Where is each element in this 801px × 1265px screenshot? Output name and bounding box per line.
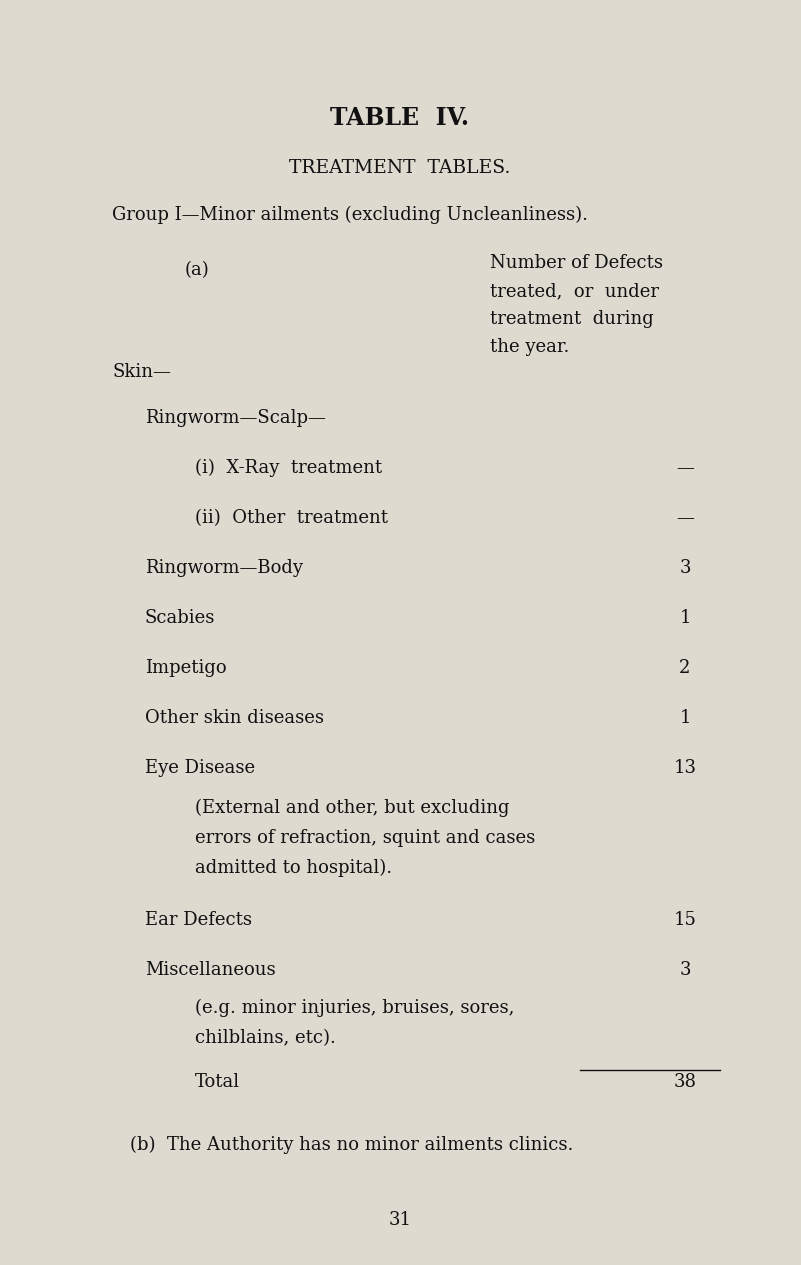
Text: Ringworm—Scalp—: Ringworm—Scalp—: [145, 409, 326, 428]
Text: the year.: the year.: [490, 338, 570, 355]
Text: treated,  or  under: treated, or under: [490, 282, 659, 300]
Text: (a): (a): [185, 261, 210, 280]
Text: chilblains, etc).: chilblains, etc).: [195, 1028, 336, 1047]
Text: 38: 38: [674, 1073, 697, 1090]
Text: 3: 3: [679, 961, 690, 979]
Text: 2: 2: [679, 659, 690, 677]
Text: (i)  X-Ray  treatment: (i) X-Ray treatment: [195, 459, 382, 477]
Text: admitted to hospital).: admitted to hospital).: [195, 859, 392, 877]
Text: Ringworm—Body: Ringworm—Body: [145, 559, 303, 577]
Text: Impetigo: Impetigo: [145, 659, 227, 677]
Text: Miscellaneous: Miscellaneous: [145, 961, 276, 979]
Text: 3: 3: [679, 559, 690, 577]
Text: 15: 15: [674, 911, 696, 929]
Text: Scabies: Scabies: [145, 608, 215, 627]
Text: —: —: [676, 459, 694, 477]
Text: TREATMENT  TABLES.: TREATMENT TABLES.: [289, 159, 511, 177]
Text: 1: 1: [679, 708, 690, 727]
Text: Skin—: Skin—: [112, 363, 171, 381]
Text: errors of refraction, squint and cases: errors of refraction, squint and cases: [195, 829, 535, 848]
Text: Other skin diseases: Other skin diseases: [145, 708, 324, 727]
Text: (External and other, but excluding: (External and other, but excluding: [195, 799, 509, 817]
Text: treatment  during: treatment during: [490, 310, 654, 328]
Text: 1: 1: [679, 608, 690, 627]
Text: —: —: [676, 509, 694, 528]
Text: 31: 31: [388, 1211, 412, 1230]
Text: Ear Defects: Ear Defects: [145, 911, 252, 929]
Text: Total: Total: [195, 1073, 240, 1090]
Text: TABLE  IV.: TABLE IV.: [331, 106, 469, 130]
Text: Eye Disease: Eye Disease: [145, 759, 256, 777]
Text: Number of Defects: Number of Defects: [490, 254, 663, 272]
Text: (ii)  Other  treatment: (ii) Other treatment: [195, 509, 388, 528]
Text: Group I—Minor ailments (excluding Uncleanliness).: Group I—Minor ailments (excluding Unclea…: [112, 206, 588, 224]
Text: (b)  The Authority has no minor ailments clinics.: (b) The Authority has no minor ailments …: [130, 1136, 574, 1154]
Text: 13: 13: [674, 759, 697, 777]
Text: (e.g. minor injuries, bruises, sores,: (e.g. minor injuries, bruises, sores,: [195, 999, 514, 1017]
